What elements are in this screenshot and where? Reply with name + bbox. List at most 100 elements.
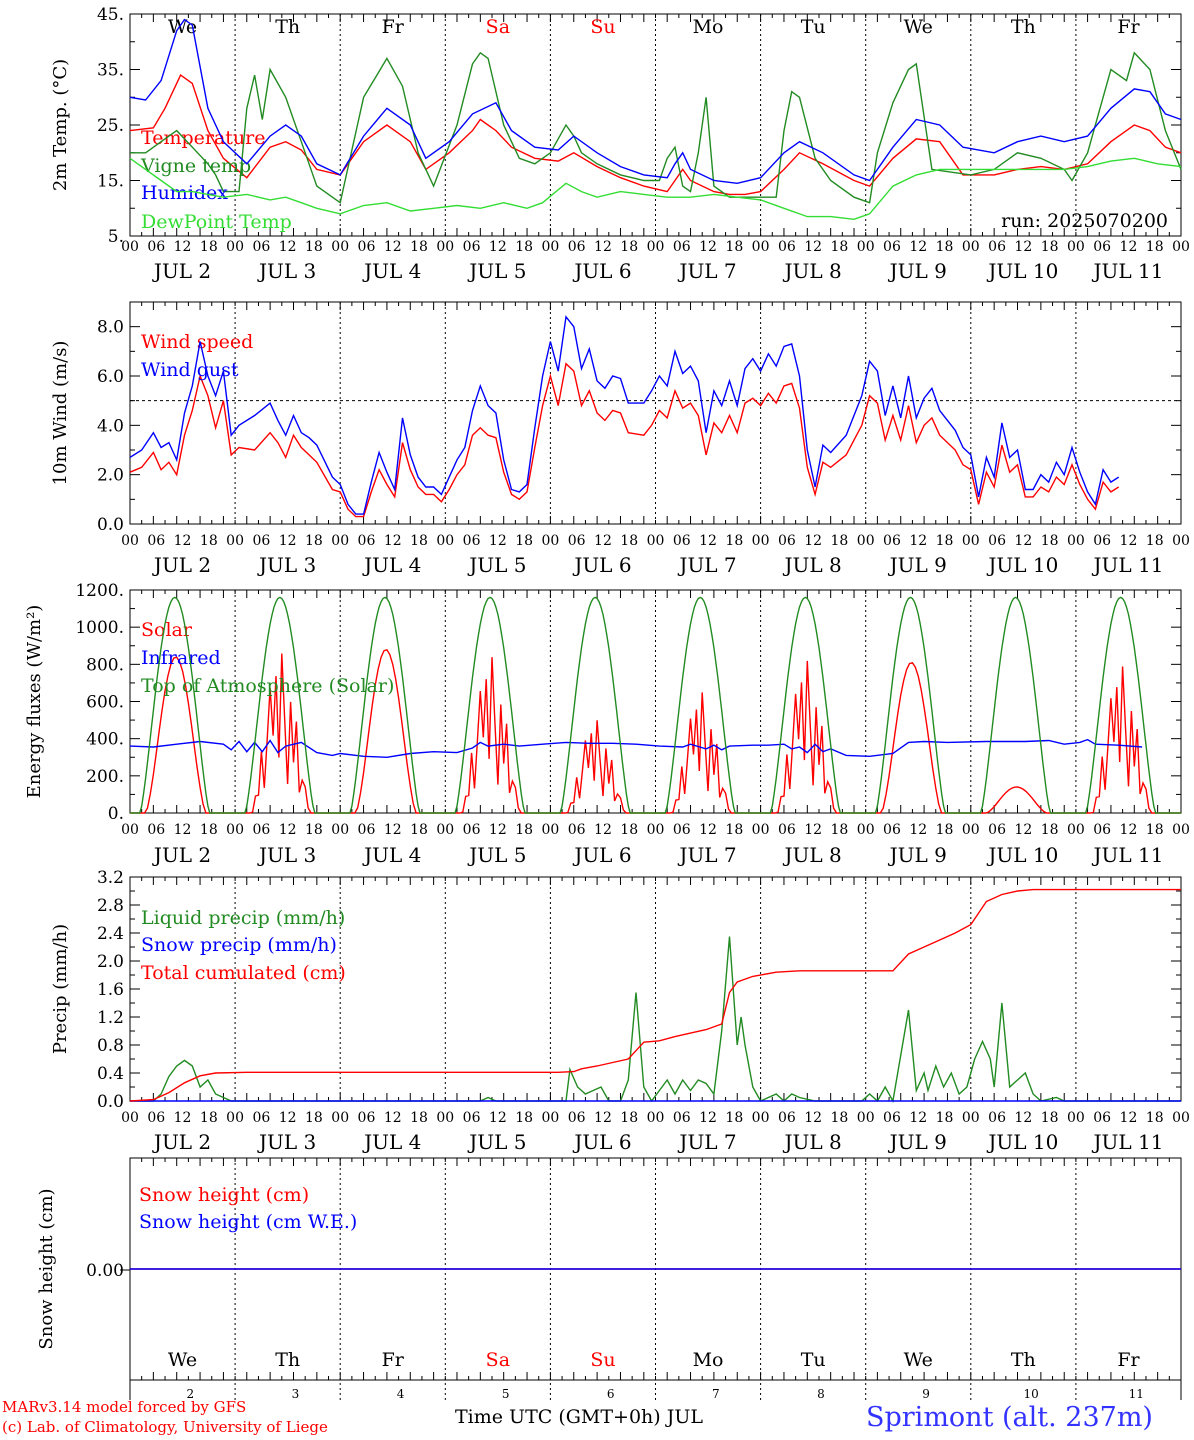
y-tick-label: 25. (97, 116, 124, 136)
legend-entry: Humidex (141, 182, 228, 204)
hour-tick-label: 12 (804, 239, 822, 255)
hour-tick-label: 06 (568, 1110, 586, 1126)
hour-tick-label: 12 (909, 533, 927, 549)
day-number-label: 6 (607, 1387, 615, 1401)
hour-tick-label: 00 (121, 1110, 139, 1126)
y-axis-label: Precip (mm/h) (50, 924, 71, 1054)
hour-tick-label: 12 (489, 1110, 507, 1126)
hour-tick-label: 06 (358, 1110, 376, 1126)
hour-tick-label: 00 (1067, 533, 1085, 549)
date-label: JUL 5 (467, 1130, 526, 1154)
y-tick-label: 0.0 (97, 515, 124, 535)
hour-tick-label: 06 (463, 1110, 481, 1126)
hour-tick-label: 12 (1120, 533, 1138, 549)
legend-entry: Snow precip (mm/h) (141, 934, 337, 956)
hour-tick-label: 00 (1067, 822, 1085, 838)
y-tick-label: 0.0 (97, 1092, 124, 1112)
y-tick-label: 35. (97, 61, 124, 81)
date-label: JUL 2 (152, 1130, 211, 1154)
hour-tick-label: 06 (988, 239, 1006, 255)
hour-tick-label: 12 (489, 822, 507, 838)
hour-tick-label: 18 (725, 533, 743, 549)
date-label: JUL 7 (677, 843, 736, 867)
hour-tick-label: 00 (121, 239, 139, 255)
hour-tick-label: 00 (752, 822, 770, 838)
hour-tick-label: 06 (778, 533, 796, 549)
hour-tick-label: 00 (1172, 1110, 1190, 1126)
y-axis-label: 2m Temp. (°C) (50, 59, 71, 191)
station-name: Sprimont (alt. 237m) (866, 1402, 1153, 1433)
hour-tick-label: 18 (1041, 239, 1059, 255)
weekday-label: Su (590, 1349, 615, 1371)
hour-tick-label: 06 (883, 533, 901, 549)
y-tick-label: 600. (86, 693, 124, 713)
legend-entry: Top of Atmosphere (Solar) (141, 675, 394, 697)
y-tick-label: 1.2 (97, 1008, 124, 1028)
date-label: JUL 10 (986, 1130, 1058, 1154)
weekday-label: Mo (693, 16, 724, 38)
hour-tick-label: 06 (568, 533, 586, 549)
y-tick-label: 2.4 (97, 924, 124, 944)
weekday-label: Th (1011, 1349, 1036, 1371)
hour-tick-label: 00 (857, 1110, 875, 1126)
hour-tick-label: 12 (594, 533, 612, 549)
hour-tick-label: 12 (384, 239, 402, 255)
y-axis-label: 10m Wind (m/s) (50, 341, 71, 486)
date-label: JUL 8 (783, 553, 842, 577)
hour-tick-label: 00 (647, 533, 665, 549)
y-tick-label: 5. (108, 227, 124, 247)
hour-tick-label: 00 (541, 533, 559, 549)
date-label: JUL 3 (257, 843, 316, 867)
y-tick-label: 15. (97, 172, 124, 192)
date-label: JUL 8 (783, 259, 842, 283)
y-tick-label: 3.2 (97, 868, 124, 888)
hour-tick-label: 00 (436, 1110, 454, 1126)
hour-tick-label: 00 (541, 822, 559, 838)
series-line-blue (129, 738, 1143, 759)
hour-tick-label: 06 (252, 822, 270, 838)
hour-tick-label: 06 (778, 239, 796, 255)
series-line-red (129, 74, 1182, 196)
hour-tick-label: 00 (226, 1110, 244, 1126)
legend-entry: Snow height (cm W.E.) (139, 1211, 357, 1233)
hour-tick-label: 12 (909, 822, 927, 838)
weekday-label: Th (275, 16, 300, 38)
y-tick-label: 2.8 (97, 896, 124, 916)
hour-tick-label: 18 (515, 533, 533, 549)
date-label: JUL 2 (152, 259, 211, 283)
weekday-label: Fr (382, 1349, 405, 1371)
hour-tick-label: 06 (568, 239, 586, 255)
legend-entry: Vigne temp (140, 155, 251, 177)
date-label: JUL 7 (677, 259, 736, 283)
legend-entry: Solar (141, 619, 193, 641)
date-label: JUL 3 (257, 1130, 316, 1154)
hour-tick-label: 18 (305, 1110, 323, 1126)
hour-tick-label: 00 (962, 533, 980, 549)
hour-tick-label: 06 (1093, 533, 1111, 549)
date-label: JUL 11 (1091, 843, 1163, 867)
hour-tick-label: 00 (1067, 239, 1085, 255)
hour-tick-label: 12 (279, 1110, 297, 1126)
hour-tick-label: 06 (463, 533, 481, 549)
date-label: JUL 11 (1091, 1130, 1163, 1154)
hour-tick-label: 06 (252, 533, 270, 549)
y-tick-label: 0.00 (86, 1261, 124, 1281)
date-label: JUL 10 (986, 843, 1058, 867)
hour-tick-label: 06 (1093, 239, 1111, 255)
hour-tick-label: 18 (725, 1110, 743, 1126)
hour-tick-label: 06 (883, 239, 901, 255)
hour-tick-label: 12 (594, 822, 612, 838)
hour-tick-label: 18 (1041, 533, 1059, 549)
y-tick-label: 400. (86, 730, 124, 750)
day-number-label: 4 (397, 1387, 405, 1401)
hour-tick-label: 12 (909, 1110, 927, 1126)
date-label: JUL 4 (362, 553, 421, 577)
hour-tick-label: 06 (988, 533, 1006, 549)
hour-tick-label: 00 (857, 533, 875, 549)
y-tick-label: 1200. (75, 581, 124, 601)
y-tick-label: 800. (86, 655, 124, 675)
hour-tick-label: 18 (936, 239, 954, 255)
hour-tick-label: 06 (673, 822, 691, 838)
hour-tick-label: 12 (1014, 239, 1032, 255)
date-label: JUL 2 (152, 843, 211, 867)
